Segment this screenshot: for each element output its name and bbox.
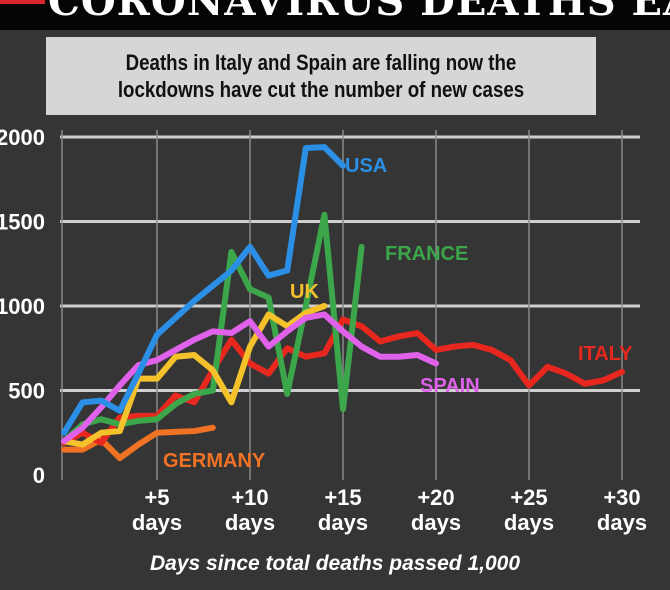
x-tick-unit: days bbox=[132, 510, 182, 535]
x-axis-label: Days since total deaths passed 1,000 bbox=[149, 552, 520, 575]
series-label-france: FRANCE bbox=[385, 243, 468, 265]
y-tick-label: 500 bbox=[8, 379, 45, 404]
x-tick-unit: days bbox=[318, 510, 368, 535]
x-tick-unit: days bbox=[225, 510, 275, 535]
y-tick-label: 1500 bbox=[0, 210, 45, 235]
y-tick-label: 0 bbox=[33, 463, 45, 488]
chart-subtitle: Deaths in Italy and Spain are falling no… bbox=[117, 50, 525, 102]
series-label-usa: USA bbox=[345, 155, 387, 177]
x-tick-label: +15 bbox=[324, 485, 361, 510]
x-tick-label: +20 bbox=[417, 485, 454, 510]
y-tick-label: 2000 bbox=[0, 125, 45, 150]
x-tick-unit: days bbox=[597, 510, 647, 535]
title-bar: CORONAVIRUS DEATHS EACH DAY bbox=[0, 0, 670, 30]
y-tick-label: 1000 bbox=[0, 294, 45, 319]
chart-subtitle-box: Deaths in Italy and Spain are falling no… bbox=[46, 37, 596, 115]
series-label-uk: UK bbox=[290, 281, 319, 303]
x-tick-label: +5 bbox=[144, 485, 169, 510]
series-label-spain: SPAIN bbox=[420, 375, 480, 397]
x-tick-label: +30 bbox=[603, 485, 640, 510]
x-tick-label: +10 bbox=[231, 485, 268, 510]
series-label-italy: ITALY bbox=[578, 343, 633, 365]
x-tick-unit: days bbox=[504, 510, 554, 535]
chart-title: CORONAVIRUS DEATHS EACH DAY bbox=[48, 0, 670, 25]
series-label-germany: GERMANY bbox=[163, 450, 266, 472]
series-line-usa bbox=[61, 144, 346, 436]
brand-accent bbox=[0, 0, 45, 4]
x-tick-label: +25 bbox=[510, 485, 547, 510]
x-tick-unit: days bbox=[411, 510, 461, 535]
